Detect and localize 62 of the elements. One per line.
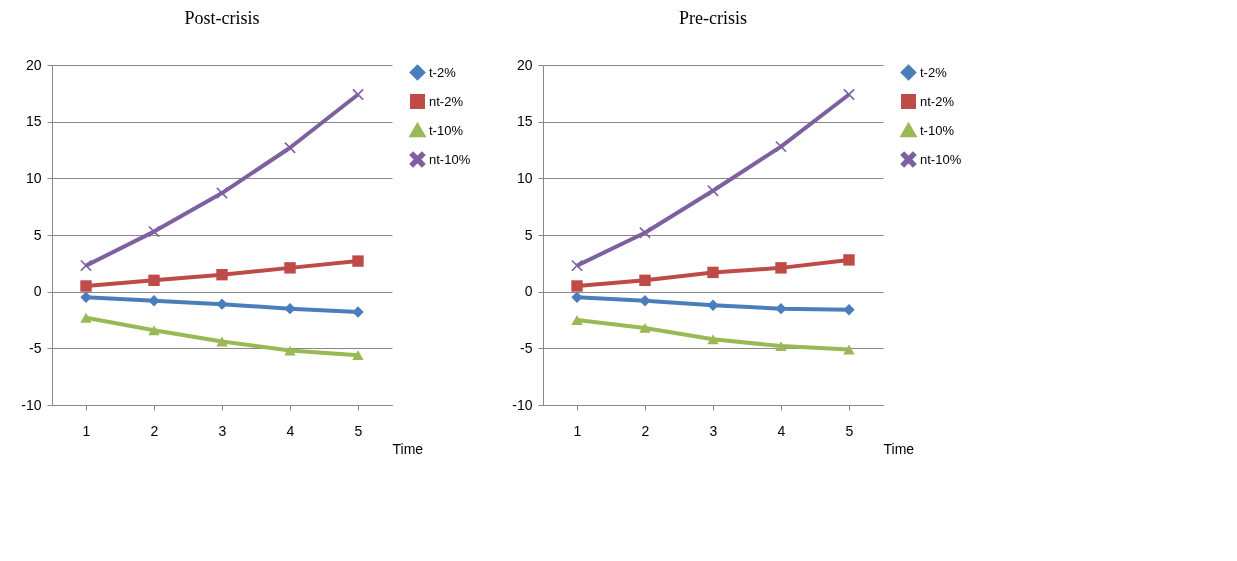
y-tick-label: 0 <box>33 283 42 300</box>
y-tick-label: -10 <box>21 396 42 413</box>
point <box>775 262 787 274</box>
y-tick-label: 20 <box>516 56 533 73</box>
point <box>284 345 296 356</box>
y-tick-label: 15 <box>516 113 533 130</box>
legend-label: t-2% <box>920 64 948 80</box>
legend-label: t-10% <box>920 122 955 138</box>
point <box>80 280 92 292</box>
chart-title: Post-crisis <box>184 8 260 28</box>
y-tick-label: 10 <box>516 169 533 186</box>
point <box>707 185 719 197</box>
x-tick-label: 4 <box>286 422 295 439</box>
y-tick-label: 5 <box>33 226 42 243</box>
x-axis-title: Time <box>883 440 915 457</box>
point <box>707 334 719 345</box>
point <box>571 280 583 292</box>
point <box>216 268 228 281</box>
y-tick-label: 15 <box>25 113 42 130</box>
x-tick-label: 5 <box>845 422 854 439</box>
point <box>843 344 855 355</box>
point <box>639 274 651 287</box>
legend-label: nt-2% <box>920 93 955 109</box>
y-tick-label: -5 <box>29 339 42 356</box>
point <box>843 304 855 316</box>
y-tick-label: -10 <box>512 396 533 413</box>
x-tick-label: 5 <box>354 422 363 439</box>
point <box>216 336 228 347</box>
y-tick-label: 5 <box>524 226 533 243</box>
point <box>843 254 855 266</box>
x-tick-label: 3 <box>218 422 227 439</box>
point <box>571 315 583 325</box>
y-tick-label: -5 <box>520 339 533 356</box>
point <box>707 266 719 279</box>
x-tick-label: 1 <box>573 422 582 439</box>
point <box>775 341 787 351</box>
point <box>148 325 160 336</box>
chart-title: Pre-crisis <box>679 8 747 28</box>
legend-label: nt-10% <box>920 151 962 167</box>
x-tick-label: 4 <box>777 422 786 439</box>
point <box>148 274 160 287</box>
legend-label: t-10% <box>429 122 464 138</box>
x-axis-title: Time <box>392 440 424 457</box>
y-tick-label: 20 <box>25 56 42 73</box>
x-tick-label: 3 <box>709 422 718 439</box>
point <box>284 262 296 274</box>
point <box>352 255 364 267</box>
point <box>80 312 92 323</box>
point <box>639 323 651 333</box>
x-tick-label: 2 <box>641 422 650 439</box>
point <box>352 306 364 318</box>
point <box>216 187 228 199</box>
point <box>80 291 92 304</box>
x-tick-label: 2 <box>150 422 159 439</box>
point <box>352 350 364 361</box>
legend-label: nt-10% <box>429 151 471 167</box>
point <box>571 291 583 304</box>
legend-label: nt-2% <box>429 93 464 109</box>
y-tick-label: 0 <box>524 283 533 300</box>
y-tick-label: 10 <box>25 169 42 186</box>
legend-label: t-2% <box>429 64 457 80</box>
x-tick-label: 1 <box>82 422 91 439</box>
